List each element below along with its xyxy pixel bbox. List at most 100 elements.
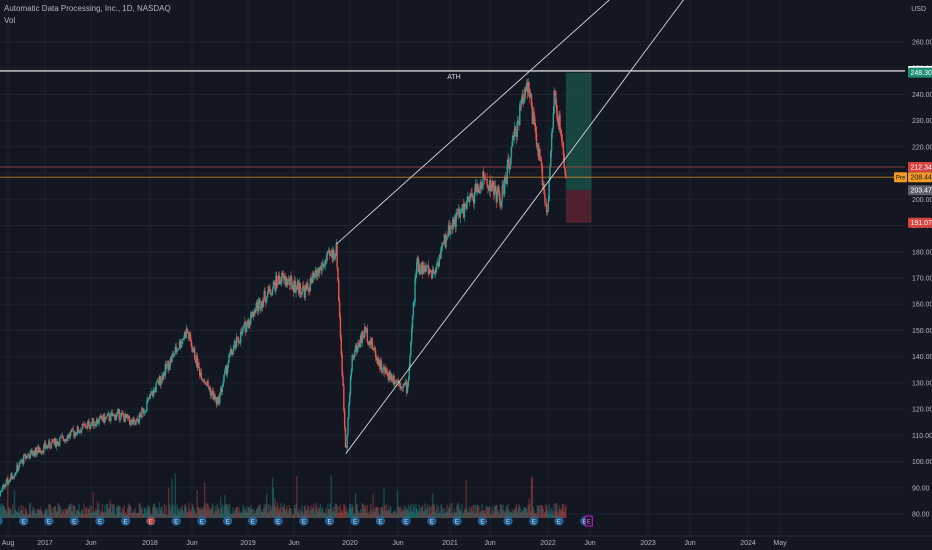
- volume-bar: [565, 504, 567, 518]
- volume-bar: [213, 514, 215, 518]
- candle-body: [464, 203, 467, 206]
- candle-body: [201, 379, 203, 381]
- candle-body: [389, 372, 391, 379]
- volume-bar: [189, 508, 192, 518]
- earnings-icon[interactable]: [273, 516, 283, 526]
- candle-body: [178, 340, 181, 349]
- earnings-icon[interactable]: [0, 516, 3, 526]
- earnings-icon[interactable]: [95, 516, 105, 526]
- earnings-icon-letter: E: [557, 520, 561, 526]
- upcoming-earnings-icon[interactable]: [584, 515, 593, 527]
- volume-bar: [410, 504, 412, 518]
- candle-body: [54, 438, 56, 444]
- earnings-icon[interactable]: [401, 516, 411, 526]
- volume-bar: [340, 511, 342, 518]
- earnings-icon[interactable]: [325, 516, 335, 526]
- channel-upper-line[interactable]: [336, 0, 620, 245]
- volume-bar: [58, 503, 60, 518]
- volume-bar: [259, 503, 261, 518]
- earnings-icon[interactable]: [503, 516, 513, 526]
- currency-label: USD: [911, 6, 926, 13]
- candle-body: [281, 273, 284, 275]
- candle-body: [430, 270, 432, 272]
- volume-indicator-label[interactable]: Vol: [4, 16, 16, 25]
- volume-bar: [86, 513, 89, 518]
- candle-body: [519, 104, 521, 126]
- volume-bar: [409, 506, 411, 518]
- price-tick-label: 170.00: [912, 276, 932, 283]
- volume-bar: [338, 507, 340, 518]
- volume-bar: [416, 509, 419, 518]
- volume-bar: [48, 504, 51, 518]
- earnings-icon[interactable]: [44, 516, 54, 526]
- earnings-icon[interactable]: [350, 516, 360, 526]
- stop-zone[interactable]: [565, 190, 592, 223]
- volume-bar: [405, 509, 408, 518]
- volume-bar: [180, 509, 182, 518]
- candle-body: [369, 340, 371, 345]
- earnings-icon[interactable]: [248, 516, 258, 526]
- candle-body: [47, 445, 49, 447]
- candle-body: [149, 394, 151, 399]
- candle-body: [143, 411, 146, 414]
- candle-body: [243, 324, 245, 329]
- candle-body: [103, 414, 105, 423]
- candle-body: [391, 380, 394, 382]
- volume-bar: [262, 508, 265, 518]
- earnings-icon[interactable]: [452, 516, 462, 526]
- earnings-icon[interactable]: [529, 516, 539, 526]
- volume-bar: [515, 503, 518, 518]
- volume-bar: [452, 514, 455, 518]
- candle-body: [554, 90, 556, 92]
- volume-bar: [547, 514, 549, 518]
- earnings-icon[interactable]: [427, 516, 437, 526]
- candle-body: [294, 280, 296, 293]
- volume-bar: [290, 508, 292, 518]
- candle-body: [343, 410, 346, 428]
- earnings-icon[interactable]: [146, 516, 156, 526]
- earnings-icon[interactable]: [171, 516, 181, 526]
- earnings-icon[interactable]: [121, 516, 131, 526]
- volume-bar: [193, 510, 196, 518]
- earnings-icon[interactable]: [375, 516, 385, 526]
- volume-bar: [536, 505, 539, 518]
- candle-body: [322, 264, 324, 266]
- volume-bar: [82, 513, 84, 518]
- earnings-icon[interactable]: [477, 516, 487, 526]
- earnings-icon[interactable]: [197, 516, 207, 526]
- candle-body: [100, 415, 103, 420]
- candle-body: [515, 130, 518, 138]
- volume-bar: [192, 505, 194, 518]
- volume-bar: [448, 507, 451, 518]
- candle-body: [289, 275, 291, 286]
- volume-bar: [204, 482, 206, 518]
- volume-bar: [271, 477, 274, 518]
- volume-bar: [315, 502, 317, 518]
- channel-lower-line[interactable]: [345, 0, 720, 454]
- earnings-icon[interactable]: [69, 516, 79, 526]
- candle-body: [288, 278, 291, 286]
- time-tick-label: 2021: [442, 540, 458, 547]
- ath-label: ATH: [447, 74, 460, 81]
- volume-bar: [240, 513, 242, 518]
- target-zone[interactable]: [565, 72, 592, 191]
- earnings-icon[interactable]: [299, 516, 309, 526]
- time-tick-label: Jun: [186, 540, 197, 547]
- volume-bar: [352, 507, 354, 518]
- volume-bar: [435, 509, 437, 518]
- volume-bar: [363, 505, 365, 518]
- earnings-icon[interactable]: [223, 516, 233, 526]
- candle-body: [36, 451, 38, 455]
- candle-body: [1, 490, 3, 492]
- candle-body: [90, 424, 92, 429]
- volume-bar: [492, 510, 494, 518]
- volume-bar: [564, 507, 566, 518]
- candle-body: [462, 204, 464, 209]
- candle-body: [67, 436, 69, 439]
- earnings-icon[interactable]: [554, 516, 564, 526]
- earnings-icon[interactable]: [19, 516, 29, 526]
- volume-bar: [332, 511, 334, 518]
- candle-body: [384, 367, 386, 374]
- volume-bar: [458, 510, 461, 518]
